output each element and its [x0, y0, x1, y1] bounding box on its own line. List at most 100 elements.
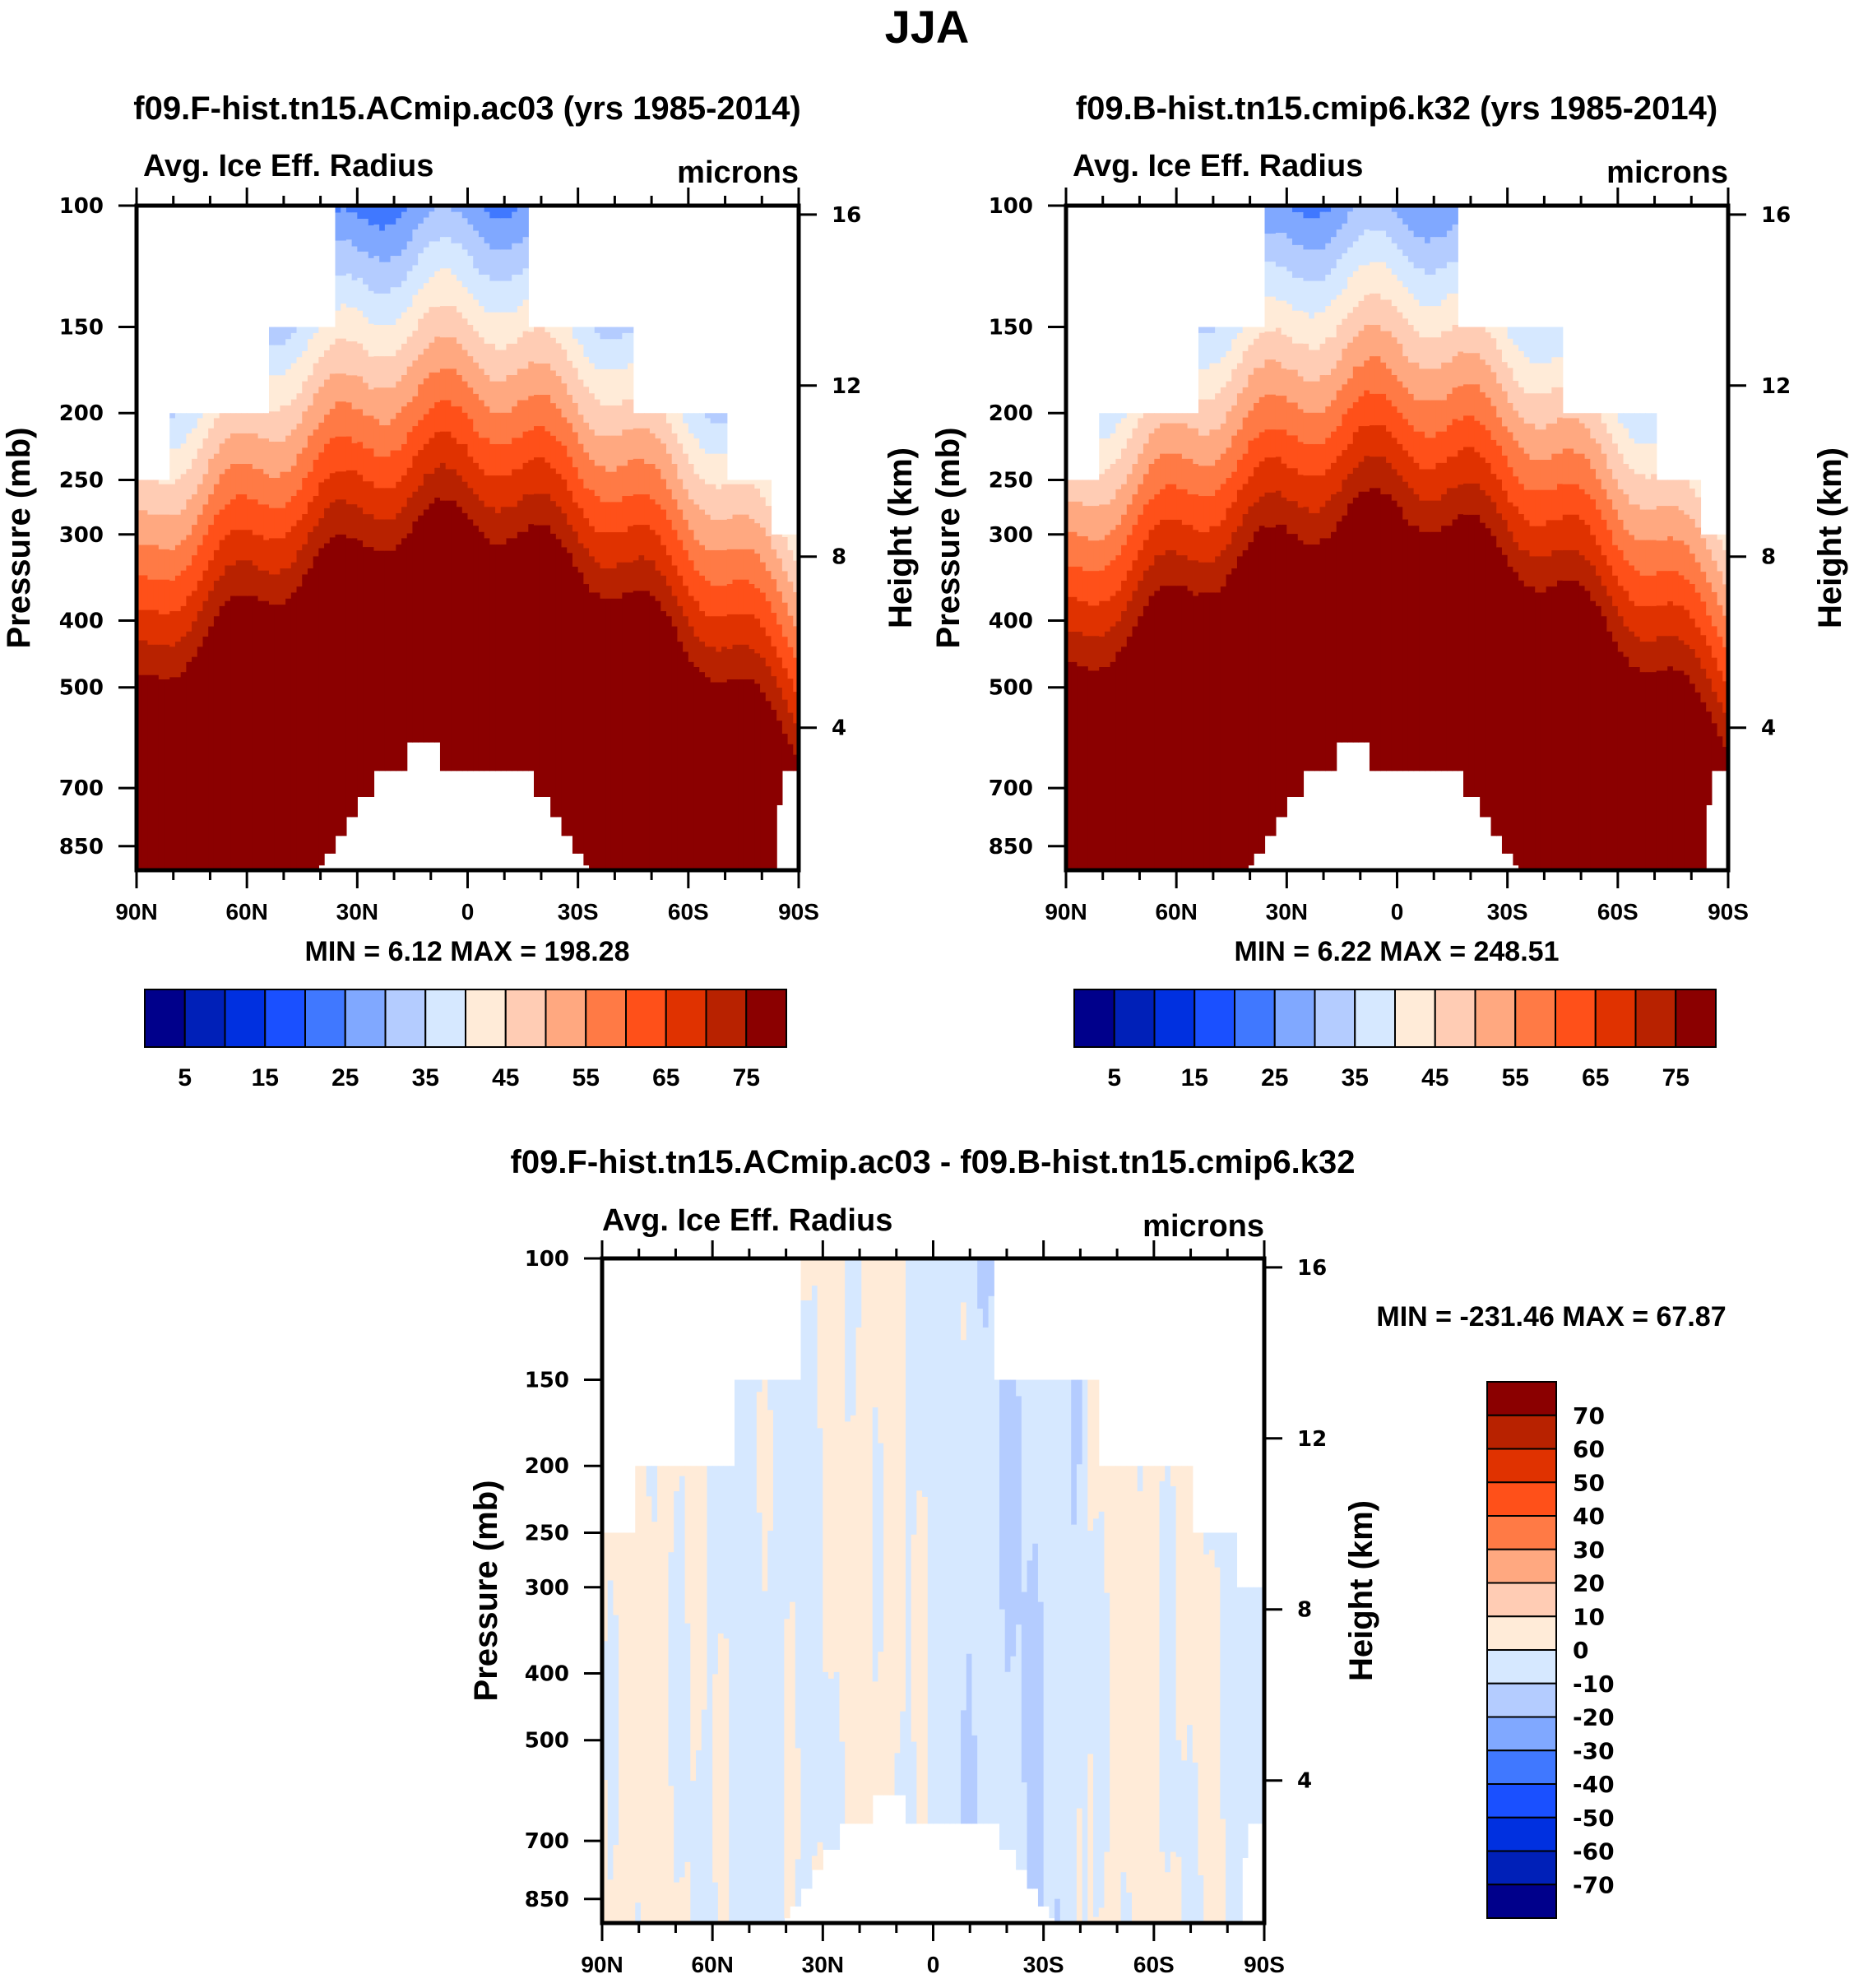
contour-cell	[467, 419, 474, 457]
contour-cell	[1645, 540, 1652, 577]
contour-cell	[1430, 400, 1437, 438]
contour-cell	[1087, 605, 1095, 637]
right-tick-label: 4	[1761, 716, 1776, 741]
contour-cell	[307, 327, 314, 340]
contour-cell	[1617, 549, 1625, 586]
contour-cell	[318, 356, 325, 387]
contour-cell	[1684, 644, 1690, 676]
contour-cell	[1617, 413, 1625, 424]
contour-cell	[671, 530, 679, 567]
contour-cell	[1419, 337, 1425, 369]
contour-cell	[473, 362, 480, 395]
contour-cell	[1309, 218, 1315, 251]
colorbar-swatch	[504, 989, 547, 1048]
contour-cell	[318, 422, 325, 453]
contour-cell	[900, 1711, 906, 1796]
contour-cell	[1364, 206, 1370, 230]
contour-cell	[401, 312, 408, 345]
contour-cell	[169, 418, 176, 450]
contour-cell	[1198, 1875, 1204, 1924]
contour-cell	[781, 637, 789, 669]
contour-cell	[1242, 350, 1249, 388]
contour-cell	[655, 504, 661, 536]
contour-cell	[1236, 526, 1244, 558]
contour-cell	[1347, 206, 1354, 212]
contour-cell	[1501, 490, 1509, 521]
y-axis-label: Pressure (mb)	[1, 428, 37, 649]
contour-cell	[418, 419, 424, 451]
contour-cell	[784, 1379, 790, 1620]
y-tick-label: 100	[59, 194, 104, 219]
contour-cell	[522, 400, 529, 433]
contour-cell	[489, 443, 496, 476]
contour-cell	[174, 544, 182, 577]
contour-cell	[1126, 474, 1133, 505]
contour-cell	[439, 500, 447, 772]
colorbar-label: 20	[1573, 1570, 1605, 1597]
colorbar-swatch	[1486, 1582, 1557, 1618]
contour-cell	[1148, 565, 1155, 597]
contour-cell	[1612, 413, 1619, 444]
contour-cell	[230, 499, 237, 531]
contour-cell	[257, 600, 264, 871]
contour-plot: 90N 60N 30N 0 30S 60S 90S100150200250300400500…	[989, 188, 1791, 924]
contour-cell	[1468, 415, 1476, 448]
contour-cell	[966, 1258, 973, 1655]
colorbar-label: 15	[1181, 1064, 1208, 1091]
contour-cell	[1386, 431, 1393, 464]
contour-cell	[1115, 423, 1122, 460]
contour-cell	[716, 453, 722, 490]
contour-cell	[883, 1258, 890, 1796]
contour-cell	[771, 709, 777, 871]
contour-cell	[247, 413, 253, 434]
contour-cell	[186, 661, 192, 871]
contour-cell	[622, 496, 628, 533]
contour-cell	[1458, 327, 1464, 353]
colorbar-swatch	[1394, 989, 1436, 1048]
right-tick-label: 16	[832, 203, 861, 228]
contour-cell	[1452, 519, 1458, 772]
contour-cell	[335, 240, 341, 276]
contour-cell	[1066, 531, 1073, 568]
contour-cell	[147, 514, 154, 546]
contour-cell	[1126, 438, 1133, 475]
contour-cell	[528, 524, 535, 772]
contour-cell	[1623, 530, 1629, 561]
contour-cell	[1562, 448, 1569, 485]
contour-cell	[628, 526, 634, 563]
contour-cell	[307, 405, 314, 437]
contour-cell	[147, 579, 154, 611]
contour-plot: 90N 60N 30N 0 30S 60S 90S100150200250300400500…	[525, 1240, 1327, 1977]
x-tick-label: 60S	[668, 899, 709, 924]
contour-cell	[1474, 384, 1481, 422]
contour-cell	[1463, 327, 1470, 354]
contour-cell	[1077, 666, 1083, 871]
contour-cell	[1319, 412, 1326, 445]
contour-cell	[1535, 429, 1541, 461]
contour-cell	[787, 679, 794, 714]
contour-cell	[423, 443, 430, 475]
contour-cell	[290, 526, 298, 563]
contour-cell	[345, 375, 353, 403]
contour-cell	[1270, 234, 1277, 262]
contour-cell	[589, 592, 596, 871]
contour-cell	[396, 256, 402, 288]
contour-cell	[583, 584, 590, 866]
colorbar-label: -10	[1573, 1671, 1615, 1698]
contour-cell	[390, 419, 396, 452]
contour-cell	[1309, 249, 1315, 282]
contour-cell	[473, 331, 480, 364]
contour-cell	[704, 484, 711, 516]
contour-cell	[1407, 262, 1415, 294]
contour-cell	[478, 531, 485, 772]
contour-cell	[1490, 338, 1497, 373]
contour-cell	[412, 294, 419, 331]
colorbar-swatch	[1675, 989, 1717, 1048]
contour-cell	[1286, 534, 1293, 797]
contour-cell	[489, 206, 496, 219]
contour-cell	[600, 368, 606, 406]
contour-cell	[623, 1532, 631, 1924]
contour-cell	[357, 251, 364, 279]
contour-cell	[197, 581, 204, 612]
y-tick-label: 700	[989, 776, 1033, 801]
